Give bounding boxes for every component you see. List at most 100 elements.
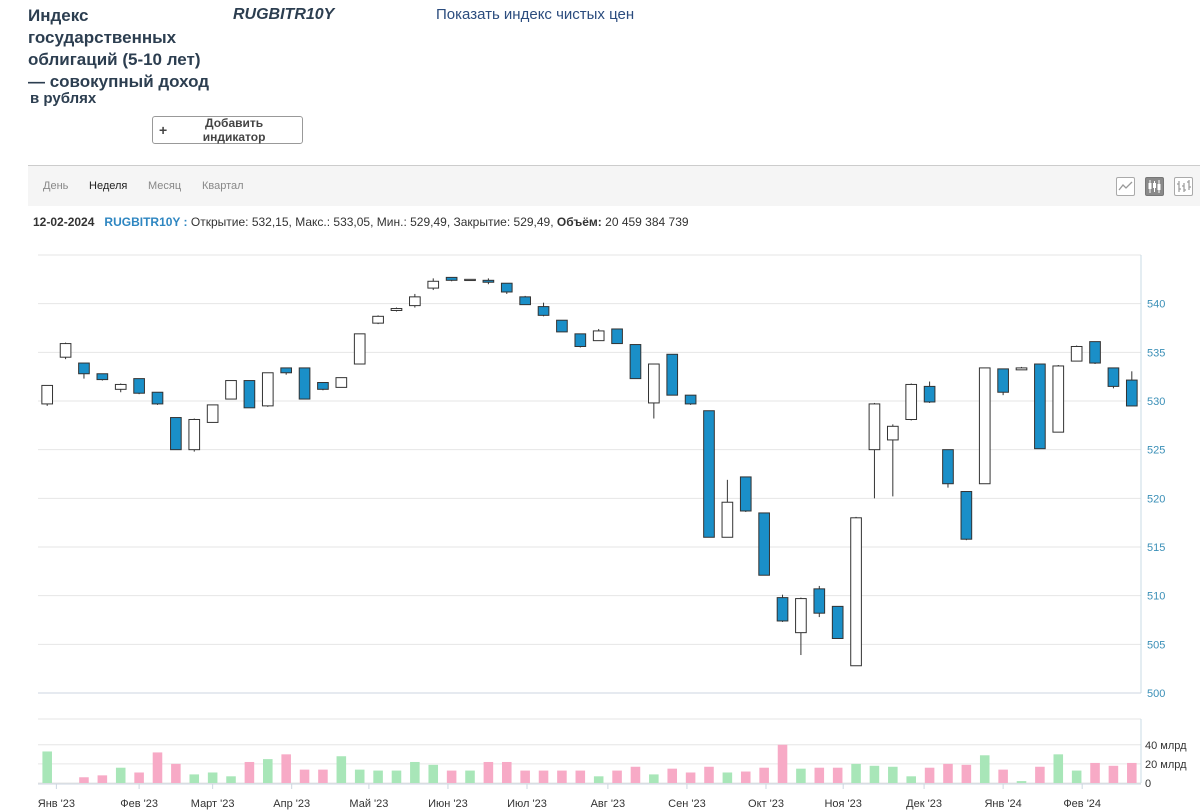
- volume-bars: [42, 744, 1137, 783]
- candle-body: [905, 383, 918, 420]
- candle-body: [978, 367, 991, 485]
- volume-bar: [263, 759, 273, 783]
- candle-body: [592, 330, 605, 342]
- volume-bar: [1108, 765, 1119, 783]
- high-value: 533,05: [333, 215, 371, 229]
- candle-body: [353, 333, 366, 365]
- month-label: Июл '23: [507, 798, 547, 810]
- month-label: Окт '23: [748, 798, 784, 810]
- volume-bar: [1127, 762, 1137, 783]
- candle-body: [684, 394, 697, 405]
- tab-day[interactable]: День: [43, 180, 69, 192]
- y-tick-label: 515: [1147, 542, 1165, 554]
- candle-body: [666, 353, 679, 396]
- price-grid: [38, 254, 1141, 694]
- info-date: 12-02-2024: [33, 215, 95, 229]
- candle-body: [831, 605, 844, 639]
- volume-grid: [38, 718, 1141, 784]
- candle-body: [133, 378, 145, 394]
- volume-bar: [207, 772, 218, 783]
- index-subtitle: в рублях: [30, 90, 97, 107]
- y-tick-label: 510: [1147, 591, 1165, 603]
- y-tick-label: 535: [1147, 347, 1165, 359]
- candle-body: [298, 367, 311, 400]
- month-label: Июн '23: [428, 798, 468, 810]
- title-line: Индекс: [28, 6, 89, 25]
- y-tick-label: 540: [1147, 299, 1165, 311]
- volume-bar: [538, 770, 549, 783]
- add-indicator-button[interactable]: + Добавить индикатор: [152, 116, 303, 144]
- clean-price-link[interactable]: Показать индекс чистых цен: [436, 6, 635, 23]
- volume-bar: [446, 770, 457, 783]
- volume-bar: [888, 766, 898, 783]
- volume-bar: [869, 765, 880, 783]
- volume-bar: [171, 763, 181, 783]
- volume-bar: [152, 752, 163, 783]
- month-label: Март '23: [191, 798, 235, 810]
- candle-body: [629, 344, 642, 380]
- candle-body: [850, 517, 862, 667]
- volume-bar: [649, 774, 659, 783]
- info-ticker: RUGBITR10Y :: [104, 215, 188, 229]
- volume-bar: [299, 769, 310, 783]
- candle-body: [206, 404, 219, 423]
- tab-quarter[interactable]: Квартал: [202, 180, 244, 192]
- y-tick-label: 505: [1147, 639, 1165, 651]
- volume-bar: [226, 776, 236, 783]
- candle-body: [317, 382, 329, 390]
- volume-bar: [1053, 754, 1064, 783]
- volume-bar: [134, 772, 144, 783]
- index-title: Индекс государственных облигаций (5-10 л…: [28, 5, 228, 93]
- add-indicator-label: Добавить индикатор: [202, 116, 266, 144]
- volume-bar: [465, 770, 475, 783]
- month-label: Янв '23: [38, 798, 75, 810]
- volume-axis: 40 млрд 20 млрд 0: [1140, 719, 1187, 790]
- volume-bar: [373, 770, 383, 783]
- volume-bar: [722, 772, 733, 783]
- plus-icon: +: [159, 122, 168, 138]
- y-tick-label: 500: [1147, 688, 1165, 700]
- price-axis: 500 505 510 515 520 525 530 535 540: [38, 255, 1165, 700]
- month-label: Фев '23: [120, 798, 158, 810]
- candle-body: [997, 368, 1009, 393]
- volume-bar: [244, 761, 255, 783]
- month-label: Ноя '23: [824, 798, 861, 810]
- volume-bar: [501, 761, 512, 783]
- month-label: Сен '23: [668, 798, 706, 810]
- candle-body: [390, 308, 403, 311]
- high-label: Макс.:: [295, 215, 331, 229]
- candlestick-chart-icon[interactable]: [1145, 177, 1164, 196]
- candles: [41, 276, 1138, 667]
- candle-body: [78, 362, 90, 375]
- volume-bar: [943, 763, 953, 783]
- tab-week[interactable]: Неделя: [89, 180, 128, 192]
- volume-bar: [998, 769, 1008, 783]
- tab-month[interactable]: Месяц: [148, 180, 182, 192]
- volume-bar: [832, 767, 843, 783]
- volume-bar: [1035, 766, 1045, 783]
- candle-body: [537, 306, 550, 316]
- candle-body: [482, 279, 495, 283]
- open-label: Открытие:: [190, 215, 249, 229]
- candle-body: [776, 597, 789, 622]
- candle-body: [1089, 341, 1101, 364]
- y-tick-label: 525: [1147, 445, 1165, 457]
- volume-bar: [593, 776, 604, 783]
- volume-bar: [961, 764, 972, 783]
- volume-bar: [851, 763, 861, 783]
- volume-bar: [740, 771, 751, 783]
- period-toolbar: День Неделя Месяц Квартал: [28, 165, 1200, 206]
- candle-body: [703, 410, 715, 538]
- volume-bar: [704, 766, 714, 783]
- volume-bar: [924, 767, 935, 783]
- line-chart-icon[interactable]: [1116, 177, 1135, 196]
- candle-body: [464, 278, 476, 282]
- candle-body: [519, 296, 531, 306]
- ohlc-chart-icon[interactable]: [1174, 177, 1193, 196]
- volume-bar: [410, 761, 420, 783]
- volume-bar: [42, 751, 52, 783]
- candle-body: [1015, 367, 1028, 371]
- volume-bar: [97, 775, 108, 783]
- candle-body: [335, 377, 348, 388]
